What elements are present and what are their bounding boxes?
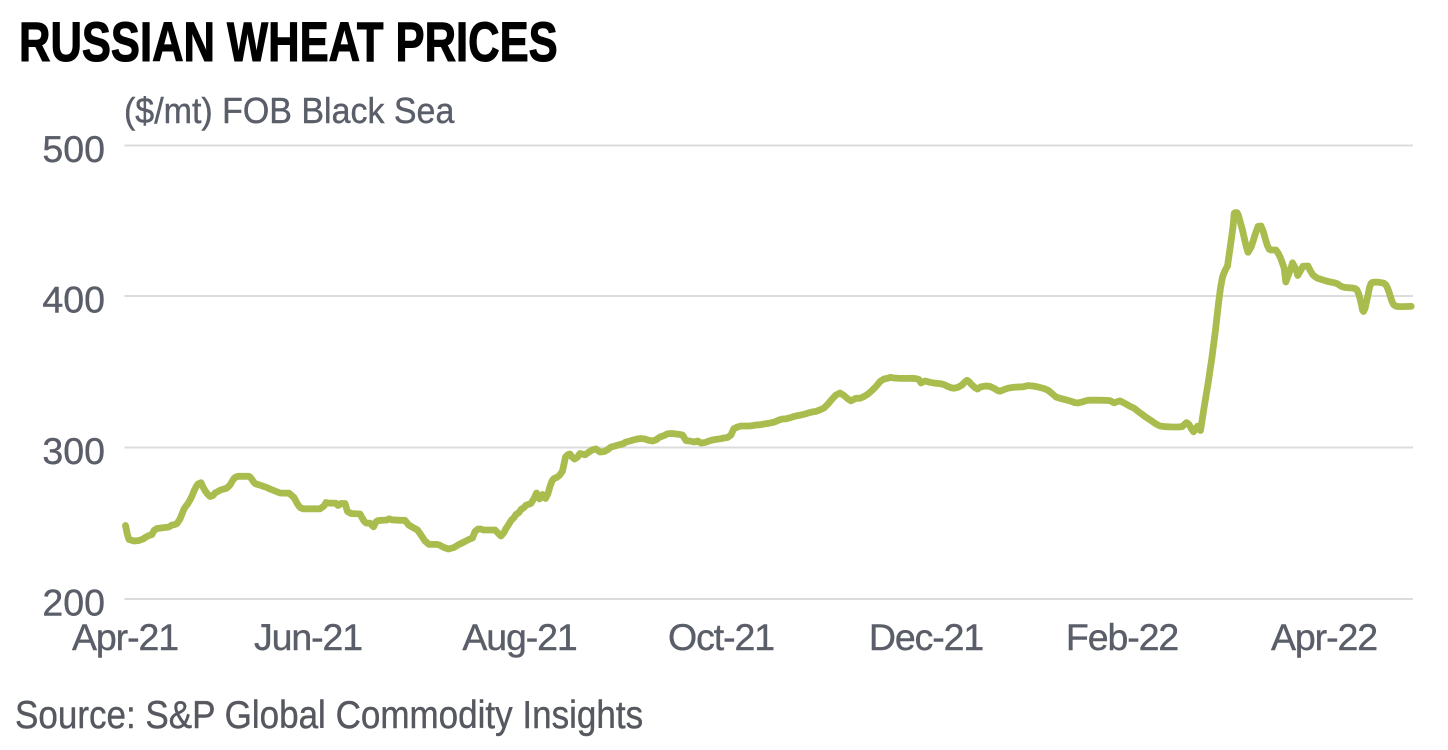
svg-text:400: 400 bbox=[42, 279, 105, 321]
svg-text:Jun-21: Jun-21 bbox=[254, 616, 362, 658]
svg-text:Aug-21: Aug-21 bbox=[462, 616, 577, 658]
svg-text:200: 200 bbox=[42, 582, 105, 624]
svg-text:Dec-21: Dec-21 bbox=[869, 616, 984, 658]
svg-text:Apr-22: Apr-22 bbox=[1271, 616, 1377, 658]
svg-text:500: 500 bbox=[42, 128, 105, 170]
svg-text:Feb-22: Feb-22 bbox=[1066, 616, 1178, 658]
svg-text:300: 300 bbox=[42, 430, 105, 472]
svg-text:Oct-21: Oct-21 bbox=[668, 616, 774, 658]
svg-text:Apr-21: Apr-21 bbox=[72, 616, 178, 658]
